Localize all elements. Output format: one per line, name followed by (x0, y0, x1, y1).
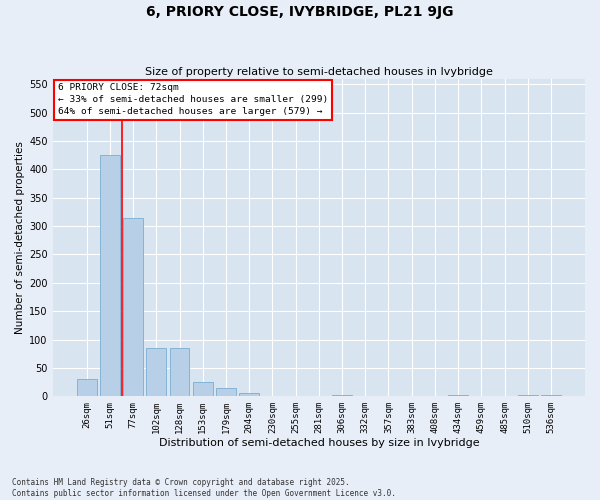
Bar (518, 395, 538, 396)
Bar (216, 388, 236, 396)
Text: 6 PRIORY CLOSE: 72sqm
← 33% of semi-detached houses are smaller (299)
64% of sem: 6 PRIORY CLOSE: 72sqm ← 33% of semi-deta… (58, 84, 328, 116)
Bar (541, 395, 561, 396)
Bar (448, 395, 468, 396)
Title: Size of property relative to semi-detached houses in Ivybridge: Size of property relative to semi-detach… (145, 66, 493, 76)
Text: 6, PRIORY CLOSE, IVYBRIDGE, PL21 9JG: 6, PRIORY CLOSE, IVYBRIDGE, PL21 9JG (146, 5, 454, 19)
Bar (123, 218, 143, 396)
Bar (170, 348, 190, 396)
Text: Contains HM Land Registry data © Crown copyright and database right 2025.
Contai: Contains HM Land Registry data © Crown c… (12, 478, 396, 498)
Bar (332, 395, 352, 396)
Y-axis label: Number of semi-detached properties: Number of semi-detached properties (15, 141, 25, 334)
Bar (100, 155, 120, 396)
Bar (146, 348, 166, 396)
Bar (77, 379, 97, 396)
Bar (193, 382, 212, 396)
X-axis label: Distribution of semi-detached houses by size in Ivybridge: Distribution of semi-detached houses by … (158, 438, 479, 448)
Bar (239, 394, 259, 396)
